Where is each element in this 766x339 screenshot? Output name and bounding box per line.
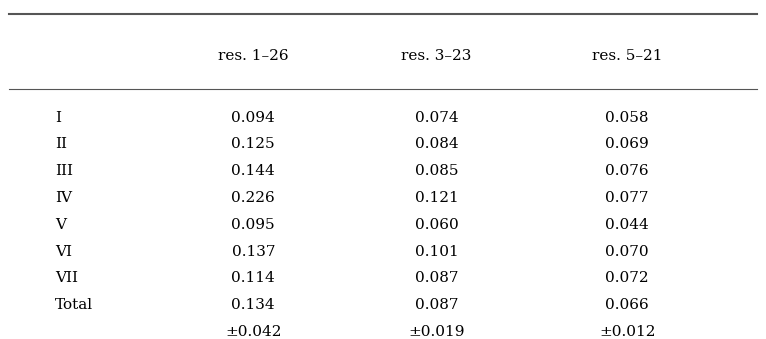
Text: 0.070: 0.070	[605, 245, 649, 259]
Text: 0.069: 0.069	[605, 137, 649, 152]
Text: res. 5–21: res. 5–21	[592, 49, 663, 63]
Text: 0.058: 0.058	[605, 111, 649, 125]
Text: 0.085: 0.085	[414, 164, 458, 178]
Text: 0.072: 0.072	[605, 272, 649, 285]
Text: I: I	[55, 111, 61, 125]
Text: 0.087: 0.087	[414, 272, 458, 285]
Text: Total: Total	[55, 298, 93, 312]
Text: 0.121: 0.121	[414, 191, 458, 205]
Text: 0.087: 0.087	[414, 298, 458, 312]
Text: 0.134: 0.134	[231, 298, 275, 312]
Text: III: III	[55, 164, 73, 178]
Text: ±0.019: ±0.019	[408, 325, 465, 339]
Text: 0.066: 0.066	[605, 298, 649, 312]
Text: 0.094: 0.094	[231, 111, 275, 125]
Text: 0.074: 0.074	[414, 111, 458, 125]
Text: 0.095: 0.095	[231, 218, 275, 232]
Text: res. 1–26: res. 1–26	[218, 49, 289, 63]
Text: V: V	[55, 218, 66, 232]
Text: 0.077: 0.077	[605, 191, 649, 205]
Text: II: II	[55, 137, 67, 152]
Text: ±0.042: ±0.042	[225, 325, 281, 339]
Text: 0.226: 0.226	[231, 191, 275, 205]
Text: 0.125: 0.125	[231, 137, 275, 152]
Text: 0.101: 0.101	[414, 245, 458, 259]
Text: 0.114: 0.114	[231, 272, 275, 285]
Text: ±0.012: ±0.012	[599, 325, 656, 339]
Text: 0.084: 0.084	[414, 137, 458, 152]
Text: VI: VI	[55, 245, 72, 259]
Text: 0.060: 0.060	[414, 218, 458, 232]
Text: 0.144: 0.144	[231, 164, 275, 178]
Text: VII: VII	[55, 272, 78, 285]
Text: 0.076: 0.076	[605, 164, 649, 178]
Text: res. 3–23: res. 3–23	[401, 49, 472, 63]
Text: 0.137: 0.137	[231, 245, 275, 259]
Text: 0.044: 0.044	[605, 218, 649, 232]
Text: IV: IV	[55, 191, 72, 205]
